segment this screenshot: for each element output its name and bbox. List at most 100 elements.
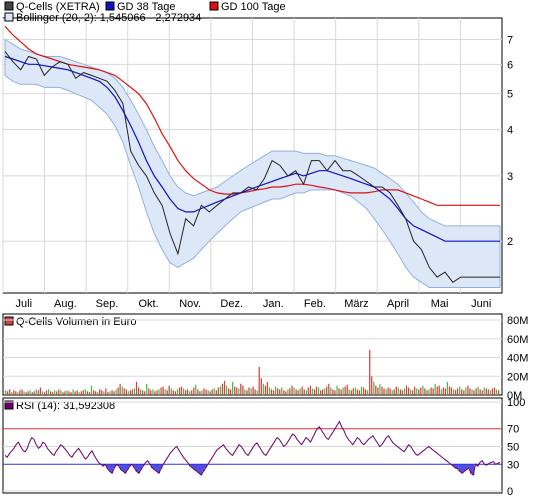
volume-bar — [469, 388, 471, 395]
volume-bar — [450, 387, 453, 395]
volume-bar — [244, 389, 246, 395]
volume-bar — [352, 388, 354, 395]
volume-bar — [463, 390, 465, 395]
volume-bar — [442, 387, 444, 395]
volume-bar — [322, 389, 324, 395]
volume-bar — [363, 387, 365, 395]
volume-bar — [328, 383, 330, 396]
volume-bar — [313, 389, 316, 395]
volume-bar — [45, 390, 48, 395]
volume-bar — [33, 391, 35, 396]
volume-bar — [430, 387, 432, 395]
volume-bar — [234, 386, 236, 395]
volume-bar — [495, 389, 498, 395]
volume-bar — [115, 389, 117, 395]
volume-panel-frame — [2, 313, 503, 396]
volume-bar — [414, 386, 416, 395]
volume-bar — [344, 386, 346, 395]
gd100-line — [4, 25, 500, 206]
x-tick-9: April — [387, 298, 409, 310]
volume-bar — [195, 384, 197, 395]
volume-bar — [219, 386, 222, 395]
bollinger-band — [4, 38, 501, 288]
volume-bar — [140, 389, 142, 395]
volume-bar — [371, 376, 373, 396]
volume-bar — [21, 389, 23, 395]
volume-bar — [236, 387, 238, 395]
volume-bar — [318, 387, 320, 395]
volume-bar — [211, 389, 213, 395]
volume-bar — [485, 388, 487, 395]
volume-bar — [138, 387, 140, 395]
price-y-tick: 5 — [507, 89, 513, 101]
volume-bar — [440, 389, 442, 395]
volume-bar — [252, 386, 254, 395]
volume-bar — [260, 378, 262, 395]
volume-bar — [60, 390, 62, 395]
volume-bar — [287, 389, 289, 395]
volume-bar — [176, 389, 179, 395]
volume-bar — [88, 392, 91, 395]
volume-bar — [78, 392, 80, 395]
volume-bar — [334, 390, 336, 395]
volume-bar — [391, 390, 393, 395]
volume-bar — [144, 391, 146, 396]
volume-bar — [311, 388, 314, 395]
volume-bar — [48, 389, 50, 395]
volume-bar — [320, 390, 322, 395]
volume-bar — [11, 392, 13, 395]
x-tick-11: Juni — [471, 298, 491, 310]
volume-bar — [232, 381, 234, 395]
volume-bar — [62, 392, 64, 395]
volume-bar — [187, 389, 189, 395]
volume-bar — [70, 392, 72, 395]
volume-bar — [113, 391, 115, 396]
legend-swatch-price — [4, 1, 14, 11]
volume-bar — [438, 385, 440, 395]
volume-bar — [223, 380, 226, 395]
volume-bar — [158, 389, 160, 395]
volume-bar — [379, 383, 381, 396]
volume-bar — [54, 390, 56, 395]
volume-bar — [475, 388, 477, 395]
volume-bar — [436, 386, 438, 395]
x-tick-7: Feb. — [304, 298, 326, 310]
volume-bar — [58, 389, 60, 395]
volume-bar — [381, 386, 383, 395]
volume-bar — [160, 387, 162, 395]
volume-bar — [448, 386, 451, 395]
volume-bar — [389, 388, 391, 395]
x-tick-10: Mai — [431, 298, 449, 310]
volume-bar — [256, 390, 258, 395]
rsi-y-tick: 0 — [507, 486, 513, 498]
volume-grid — [3, 319, 502, 377]
volume-bar — [403, 388, 406, 395]
volume-bar — [299, 388, 301, 395]
volume-bar — [225, 385, 228, 395]
volume-bar — [180, 386, 183, 395]
volume-bar — [146, 383, 148, 396]
volume-bar — [461, 389, 463, 395]
volume-bar — [424, 388, 426, 395]
volume-bar — [168, 385, 170, 395]
volume-y-tick: 20M — [507, 371, 528, 383]
volume-bar — [467, 385, 469, 395]
price-y-tick: 4 — [507, 125, 513, 137]
volume-bar — [309, 385, 312, 395]
volume-bar — [117, 387, 119, 395]
volume-bar — [142, 390, 144, 395]
volume-bar — [346, 384, 348, 395]
volume-bar — [240, 383, 242, 396]
volume-bar — [238, 388, 240, 395]
volume-bar — [455, 390, 457, 395]
volume-bar — [150, 390, 152, 395]
volume-bar — [15, 391, 17, 396]
volume-bar — [76, 390, 78, 395]
volume-bar — [453, 389, 455, 395]
volume-bar — [199, 391, 201, 396]
price-y-tick: 7 — [507, 35, 513, 47]
volume-bar — [297, 390, 299, 395]
volume-legend-swatch — [4, 316, 14, 326]
x-tick-4: Nov. — [179, 298, 201, 310]
legend-label-bollinger: Bollinger (20, 2): 1,545066 - 2,272934 — [16, 12, 201, 24]
